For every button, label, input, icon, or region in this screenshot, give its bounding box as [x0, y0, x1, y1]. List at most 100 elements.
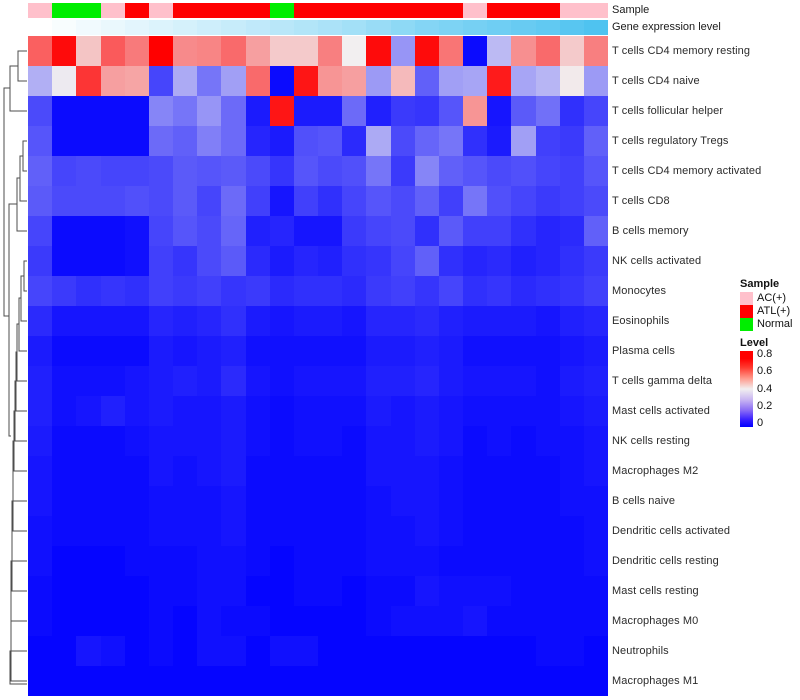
heatmap-cell: [511, 186, 536, 216]
heatmap-cell: [366, 276, 391, 306]
heatmap-cell: [438, 306, 464, 336]
heatmap-cell: [148, 606, 174, 636]
sample-annotation-cell: [535, 3, 560, 18]
heatmap-cell: [390, 516, 415, 546]
heatmap-cell: [100, 636, 125, 666]
heatmap-cell: [173, 336, 198, 366]
gene-expression-annotation-cell: [390, 20, 415, 35]
heatmap-cell: [100, 666, 125, 696]
heatmap-cell: [342, 456, 367, 486]
heatmap-cell: [511, 306, 536, 336]
heatmap-cell: [559, 126, 584, 156]
gene-expression-annotation-cell: [559, 20, 584, 35]
level-color-ramp: [740, 351, 753, 427]
heatmap-cell: [197, 426, 222, 456]
heatmap-cell: [197, 366, 222, 396]
gene-expression-annotation-cell: [245, 20, 270, 35]
heatmap-cell: [100, 516, 125, 546]
heatmap-cell: [124, 486, 149, 516]
row-label: Mast cells resting: [612, 585, 699, 597]
heatmap-cell: [414, 666, 439, 696]
heatmap-cell: [245, 456, 270, 486]
heatmap-cell: [28, 66, 53, 96]
heatmap-cell: [463, 486, 488, 516]
row-label: Macrophages M0: [612, 615, 699, 627]
heatmap-cell: [535, 636, 560, 666]
heatmap-cell: [221, 666, 246, 696]
heatmap-cell: [342, 276, 367, 306]
heatmap-cell: [390, 456, 415, 486]
row-label: Macrophages M1: [612, 675, 699, 687]
heatmap-cell: [318, 366, 343, 396]
heatmap-cell: [52, 126, 77, 156]
heatmap-cell: [100, 366, 125, 396]
heatmap-cell: [318, 186, 343, 216]
heatmap-cell: [148, 126, 174, 156]
heatmap-cell: [366, 126, 391, 156]
heatmap-cell: [124, 306, 149, 336]
heatmap-cell: [366, 216, 391, 246]
heatmap-cell: [463, 276, 488, 306]
heatmap-cell: [487, 366, 512, 396]
heatmap-cell: [124, 126, 149, 156]
heatmap-row: [28, 606, 609, 636]
row-label: Dendritic cells resting: [612, 555, 719, 567]
heatmap-cell: [245, 66, 270, 96]
heatmap-cell: [535, 576, 560, 606]
heatmap-cell: [438, 126, 464, 156]
sample-legend-item: AC(+): [740, 292, 792, 305]
heatmap-cell: [28, 546, 53, 576]
heatmap-cell: [124, 186, 149, 216]
heatmap-cell: [318, 606, 343, 636]
heatmap-cell: [245, 126, 270, 156]
heatmap-cell: [28, 36, 53, 66]
heatmap-cell: [76, 396, 101, 426]
heatmap-cell: [245, 216, 270, 246]
heatmap-cell: [28, 516, 53, 546]
heatmap-cell: [487, 606, 512, 636]
heatmap-cell: [148, 36, 174, 66]
heatmap-cell: [583, 96, 609, 126]
heatmap-row: [28, 516, 609, 546]
sample-annotation-cell: [76, 3, 101, 18]
heatmap-cell: [535, 96, 560, 126]
heatmap-cell: [535, 456, 560, 486]
heatmap-cell: [463, 96, 488, 126]
heatmap-cell: [511, 366, 536, 396]
heatmap-cell: [342, 636, 367, 666]
level-tick-label: 0.2: [757, 399, 773, 412]
heatmap-cell: [293, 186, 319, 216]
heatmap-cell: [511, 636, 536, 666]
heatmap-cell: [487, 96, 512, 126]
heatmap-cell: [76, 666, 101, 696]
heatmap-cell: [318, 36, 343, 66]
heatmap-cell: [463, 66, 488, 96]
heatmap-cell: [245, 186, 270, 216]
heatmap-cell: [559, 486, 584, 516]
sample-annotation-cell: [124, 3, 149, 18]
heatmap-cell: [173, 126, 198, 156]
heatmap-cell: [28, 486, 53, 516]
heatmap-cell: [197, 456, 222, 486]
heatmap-cell: [414, 396, 439, 426]
heatmap-cell: [293, 96, 319, 126]
heatmap-cell: [197, 126, 222, 156]
heatmap-cell: [100, 456, 125, 486]
heatmap-cell: [52, 546, 77, 576]
heatmap-cell: [221, 246, 246, 276]
heatmap-cell: [52, 606, 77, 636]
heatmap-cell: [438, 486, 464, 516]
heatmap-cell: [221, 366, 246, 396]
heatmap-cell: [100, 216, 125, 246]
heatmap-cell: [390, 426, 415, 456]
row-label: T cells CD8: [612, 195, 670, 207]
heatmap-cell: [438, 276, 464, 306]
heatmap-cell: [245, 606, 270, 636]
heatmap-cell: [221, 216, 246, 246]
heatmap-cell: [414, 336, 439, 366]
heatmap-cell: [100, 36, 125, 66]
heatmap-cell: [173, 216, 198, 246]
heatmap-cell: [366, 636, 391, 666]
heatmap-cell: [438, 636, 464, 666]
level-legend-title: Level: [740, 337, 769, 349]
